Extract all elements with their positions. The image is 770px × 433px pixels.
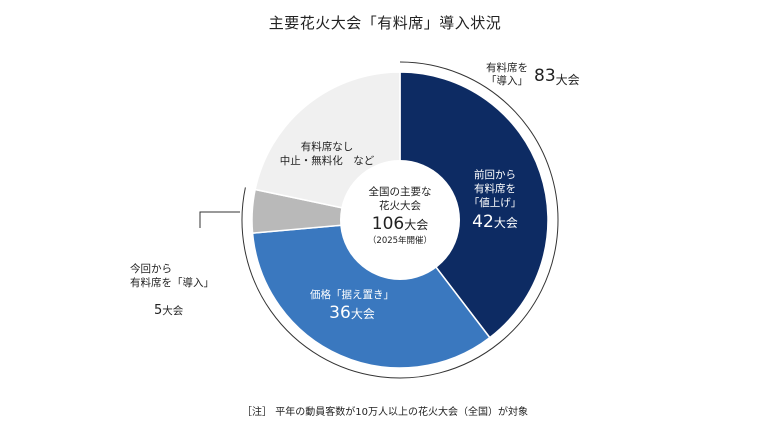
chart-title: 主要花火大会「有料席」導入状況 <box>268 14 502 32</box>
slice-label-raise: 前回から 有料席を 「値上げ」 42大会 <box>445 168 545 233</box>
slice-new-line1: 今回から <box>130 263 172 275</box>
paid-total-value: 83 <box>534 66 556 87</box>
slice-new-line2: 有料席を「導入」 <box>130 277 214 290</box>
slice-keep-line1: 価格「据え置き」 <box>310 289 394 301</box>
slice-label-none: 有料席なし 中止・無料化 など <box>262 140 392 168</box>
center-line1: 全国の主要な <box>368 186 432 198</box>
center-sub: （2025年開催） <box>367 236 433 247</box>
slice-keep-unit: 大会 <box>350 307 375 322</box>
paid-total-unit: 大会 <box>555 73 580 88</box>
slice-label-keep: 価格「据え置き」 36大会 <box>292 288 412 325</box>
paid-total-line2: 「導入」 <box>486 75 528 88</box>
slice-raise-value: 42 <box>472 211 494 232</box>
slice-new-unit: 大会 <box>162 305 184 318</box>
slice-label-new: 今回から 有料席を「導入」 5大会 <box>130 262 250 320</box>
slice-keep <box>251 219 491 369</box>
callout-line-new <box>199 211 240 228</box>
slice-raise-line2: 有料席を <box>474 183 516 196</box>
paid-seat-outline-arc <box>241 61 559 379</box>
center-hole <box>340 160 460 280</box>
slice-none-line2: 中止・無料化 など <box>279 155 375 168</box>
center-value: 106 <box>371 214 405 235</box>
center-label: 全国の主要な 花火大会 106大会 （2025年開催） <box>330 185 470 248</box>
slice-raise-line3: 「値上げ」 <box>468 197 522 210</box>
paid-total-line1: 有料席を <box>486 62 528 74</box>
slice-keep-value: 36 <box>329 303 351 324</box>
center-unit: 大会 <box>404 218 429 233</box>
slice-none-line1: 有料席なし <box>300 141 354 153</box>
slice-raise-unit: 大会 <box>493 215 518 230</box>
slice-raise-line1: 前回から <box>474 169 516 181</box>
center-total: 106大会 <box>330 213 470 236</box>
paid-total-label: 有料席を 「導入」 83 大会 <box>486 62 626 88</box>
slice-raise <box>399 71 549 339</box>
footnote: ［注］ 平年の動員客数が10万人以上の花火大会（全国）が対象 <box>242 407 528 418</box>
slice-new-value: 5 <box>154 303 163 319</box>
center-line2: 花火大会 <box>379 200 421 213</box>
